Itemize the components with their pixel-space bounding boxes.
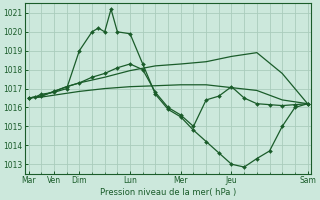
X-axis label: Pression niveau de la mer( hPa ): Pression niveau de la mer( hPa ): [100, 188, 236, 197]
